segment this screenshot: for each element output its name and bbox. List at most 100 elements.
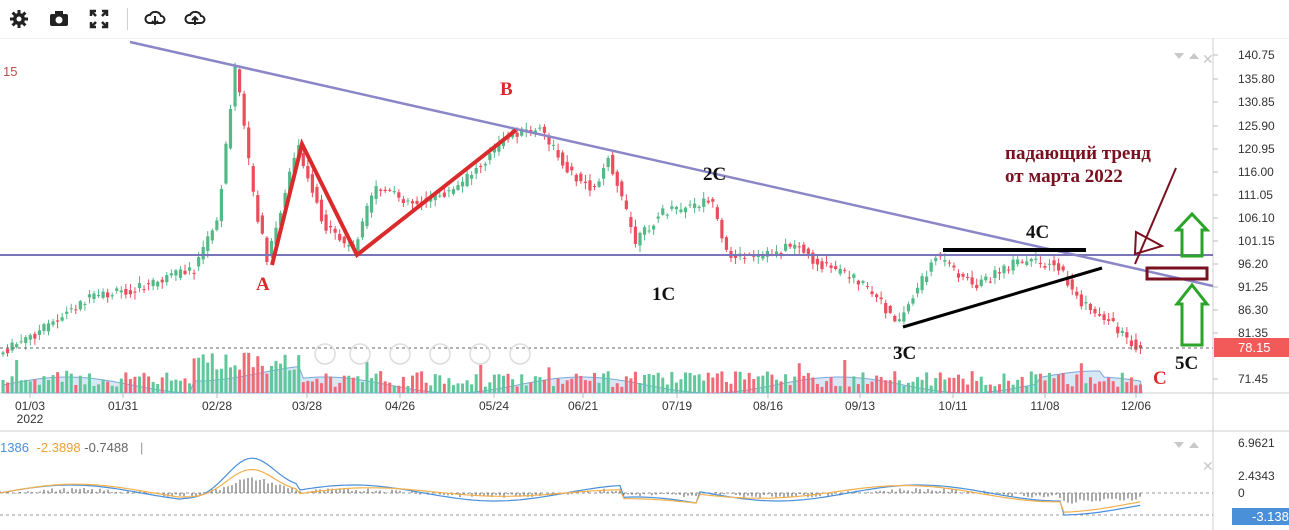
volume-bar [574, 373, 578, 393]
candle-body [265, 237, 269, 262]
volume-bar [488, 382, 492, 393]
volume-bar [10, 376, 14, 393]
price-tick-label: 116.00 [1238, 165, 1274, 179]
last-price-label: 78.15 [1238, 340, 1271, 355]
candle-body [479, 166, 483, 168]
pane-controls-indicator[interactable]: ✕ [1174, 442, 1214, 474]
candle-body [329, 225, 333, 228]
candle-body [811, 252, 815, 264]
candle-body [319, 199, 324, 222]
zoom-out-icon[interactable] [349, 343, 371, 365]
candle-body [356, 239, 360, 251]
volume-bar [142, 372, 146, 393]
price-axis[interactable]: 140.75 135.80 130.85 125.90 120.95 116.00 111.… [1213, 48, 1275, 386]
volume-bar [470, 384, 474, 393]
stock-chart[interactable]: A B C 1C 2C 3C 4C 5C падающий тренд от м… [0, 38, 1289, 530]
close-indicator-icon[interactable]: ✕ [1202, 458, 1214, 474]
trend-pointer-line [1134, 167, 1177, 265]
candle-body [920, 276, 924, 291]
volume-bar [365, 361, 369, 393]
pane-controls-main[interactable]: ✕ [1174, 51, 1214, 67]
volume-bar [861, 372, 865, 393]
expand-indicator-icon[interactable] [1189, 442, 1199, 448]
go-to-latest-icon[interactable] [509, 343, 531, 365]
candle-body [269, 240, 274, 257]
candle-body [133, 291, 137, 293]
candle-body [693, 203, 697, 208]
volume-bar [411, 375, 414, 393]
time-tick-label: 07/19 [662, 399, 692, 413]
price-tick-label: 111.05 [1238, 188, 1273, 202]
volume-bar [415, 372, 419, 393]
candle-body [538, 127, 542, 129]
volume-bar [997, 384, 1001, 393]
candle-body [1125, 332, 1129, 338]
time-tick-label: 04/26 [385, 399, 415, 413]
volume-bar [106, 381, 110, 393]
candle-body [160, 279, 164, 283]
collapse-pane-icon[interactable] [1174, 53, 1184, 59]
volume-bar [178, 380, 182, 393]
candle-body [242, 93, 246, 126]
reset-icon[interactable] [389, 343, 411, 365]
candle-body [128, 290, 132, 295]
candle-body [301, 153, 305, 167]
volume-bar [765, 371, 769, 393]
collapse-indicator-icon[interactable] [1174, 442, 1184, 448]
volume-bar [975, 380, 979, 393]
volume-bar [19, 380, 23, 393]
price-tick-label: 101.15 [1238, 234, 1275, 248]
volume-bar [1025, 386, 1029, 393]
volume-bar [961, 378, 965, 393]
download-icon[interactable] [144, 8, 166, 30]
volume-bar [56, 372, 60, 393]
upload-icon[interactable] [184, 8, 206, 30]
volume-bar [92, 385, 96, 393]
volume-bar [834, 386, 838, 393]
volume-bar [820, 386, 824, 393]
candle-body [251, 166, 255, 192]
candle-body [670, 206, 674, 209]
indicator-last-badge [1232, 508, 1289, 525]
chart-navigation-buttons[interactable] [314, 343, 531, 365]
volume-bar [784, 374, 788, 393]
candle-body [997, 272, 1002, 274]
camera-icon[interactable] [48, 8, 70, 30]
volume-bar [693, 375, 697, 393]
volume-bar [520, 374, 524, 393]
fullscreen-icon[interactable] [88, 8, 110, 30]
price-tick-label: 106.10 [1238, 211, 1275, 225]
candle-body [1047, 263, 1052, 265]
volume-bar [138, 376, 141, 393]
wave-label-4c: 4C [1026, 222, 1049, 243]
time-tick-label: 01/03 [15, 399, 45, 413]
volume-bar [210, 353, 214, 393]
candle-body [1029, 258, 1033, 262]
volume-bar [224, 354, 228, 393]
indicator-tick-0: 6.9621 [1238, 436, 1275, 450]
volume-bar [602, 373, 606, 393]
price-tick-label: 140.75 [1238, 48, 1275, 62]
close-pane-icon[interactable]: ✕ [1202, 51, 1214, 67]
volume-bar [656, 372, 660, 393]
volume-bar [1070, 386, 1074, 393]
candle-body [119, 290, 123, 293]
candle-body [788, 243, 792, 247]
candle-body [815, 258, 820, 265]
candle-body [169, 273, 173, 276]
volume-bar [128, 379, 132, 393]
candle-body [579, 173, 583, 182]
volume-bar [1029, 371, 1033, 393]
volume-bar [1125, 382, 1129, 393]
candle-body [897, 319, 901, 322]
expand-pane-icon[interactable] [1189, 53, 1199, 59]
gear-icon[interactable] [8, 8, 30, 30]
candle-body [674, 206, 678, 210]
scroll-left-icon[interactable] [314, 343, 336, 365]
volume-bar [288, 370, 292, 393]
scroll-right-icon[interactable] [469, 343, 491, 365]
zoom-in-icon[interactable] [429, 343, 451, 365]
candle-body [1016, 259, 1020, 265]
volume-bar [1066, 384, 1070, 393]
